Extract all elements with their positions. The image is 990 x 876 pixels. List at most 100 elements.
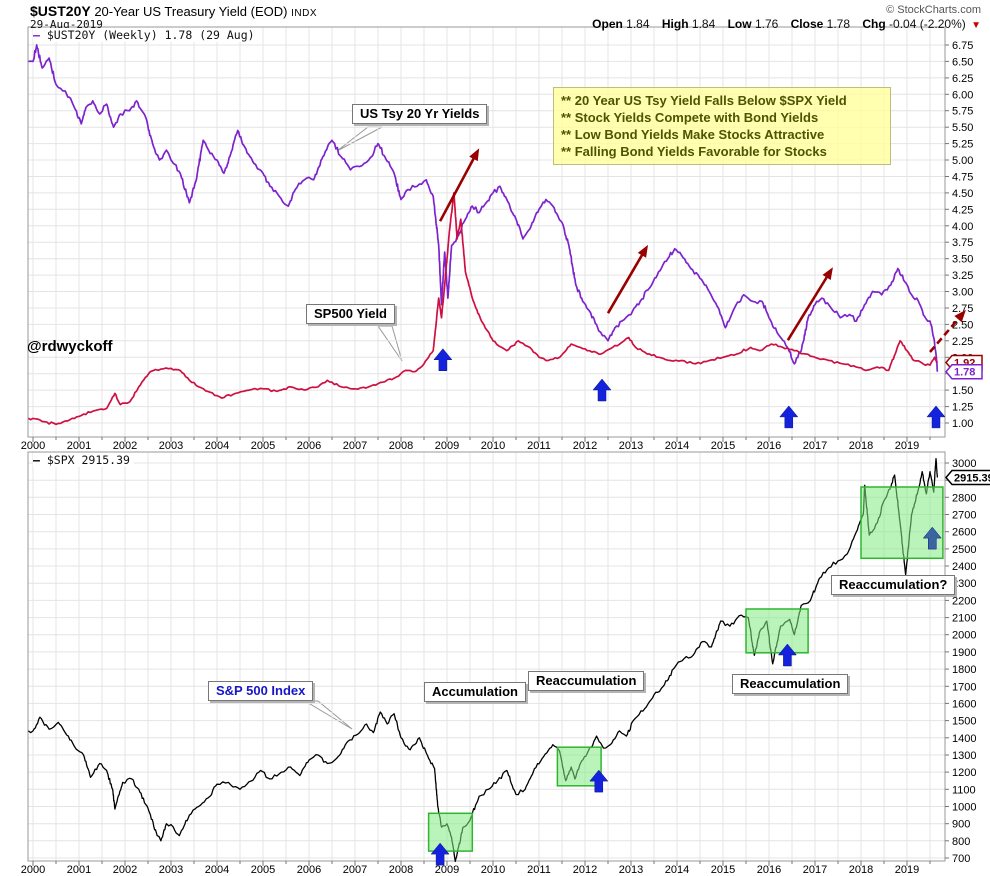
svg-text:2700: 2700 [952,510,976,522]
svg-text:2003: 2003 [159,440,183,452]
svg-text:3.75: 3.75 [952,237,973,249]
svg-text:2013: 2013 [619,440,643,452]
svg-text:2010: 2010 [481,440,505,452]
svg-text:2019: 2019 [895,864,919,876]
svg-text:1100: 1100 [952,784,976,796]
svg-text:1600: 1600 [952,698,976,710]
svg-text:2012: 2012 [573,864,597,876]
svg-text:2002: 2002 [113,440,137,452]
page-title: $UST20Y 20-Year US Treasury Yield (EOD) … [30,3,317,19]
svg-text:2014: 2014 [665,864,689,876]
callout-sp500-yield-label: SP500 Yield [306,304,395,324]
legend-text: $UST20Y (Weekly) 1.78 (29 Aug) [46,28,255,42]
svg-text:6.50: 6.50 [952,56,973,68]
svg-text:2005: 2005 [251,440,275,452]
svg-text:2002: 2002 [113,864,137,876]
top-chart: 6.75 6.50 6.25 6.00 5.75 5.50 5.25 5.00 4.75 4.50… [21,26,983,452]
trend-arrow [438,154,477,222]
callout-tail-sp500-yield [377,325,403,362]
quote-low: Low 1.76 [727,17,779,31]
svg-text:6.00: 6.00 [952,89,973,101]
phase-box [427,812,474,852]
svg-text:3.25: 3.25 [952,270,973,282]
svg-text:1200: 1200 [952,767,976,779]
label-reaccumulation-q: Reaccumulation? [831,575,956,595]
watermark: @rdwyckoff [27,338,113,355]
svg-text:1000: 1000 [952,802,976,814]
svg-text:5.00: 5.00 [952,155,973,167]
svg-text:2017: 2017 [803,864,827,876]
svg-text:1900: 1900 [952,647,976,659]
svg-text:2018: 2018 [849,864,873,876]
svg-text:2011: 2011 [527,864,551,876]
up-arrow-marker [779,405,799,429]
phase-box [745,608,809,654]
svg-text:800: 800 [952,836,970,848]
quote-close: Close 1.78 [790,17,851,31]
svg-text:2009: 2009 [435,440,459,452]
svg-text:6.75: 6.75 [952,40,973,52]
$SPX-line [28,458,939,863]
label-accumulation: Accumulation [424,682,526,702]
svg-text:2800: 2800 [952,492,976,504]
chart-date: 29-Aug-2019 [30,18,103,31]
svg-text:5.25: 5.25 [952,139,973,151]
svg-text:4.75: 4.75 [952,172,973,184]
quote-high: High 1.84 [661,17,716,31]
up-arrow-marker [589,769,609,793]
price-label-text: 1.78 [954,367,975,379]
svg-text:4.00: 4.00 [952,221,973,233]
svg-text:2013: 2013 [619,864,643,876]
legend-dash-icon: — [33,28,40,42]
svg-text:1.25: 1.25 [952,402,973,414]
svg-text:2.50: 2.50 [952,319,973,331]
trend-arrowhead [637,244,649,258]
note-line: ** Falling Bond Yields Favorable for Sto… [561,144,827,159]
price-label-box [945,469,990,486]
up-arrow-marker [922,526,942,550]
bottom-chart: 3000290028002700260025002400230022002100… [21,451,990,876]
svg-text:2016: 2016 [757,864,781,876]
svg-text:2200: 2200 [952,595,976,607]
svg-text:2100: 2100 [952,613,976,625]
legend-ust20y: — $UST20Y (Weekly) 1.78 (29 Aug) [33,28,259,42]
svg-text:2018: 2018 [849,440,873,452]
svg-text:2000: 2000 [21,440,45,452]
change-down-icon: ▼ [971,20,981,31]
price-label-text: 2915.39 [954,473,990,485]
svg-text:2007: 2007 [343,440,367,452]
svg-text:2003: 2003 [159,864,183,876]
svg-text:2600: 2600 [952,527,976,539]
svg-text:3.50: 3.50 [952,254,973,266]
svg-text:2008: 2008 [389,864,413,876]
exchange: INDX [291,8,318,19]
symbol-description: 20-Year US Treasury Yield (EOD) [94,4,288,19]
svg-text:2008: 2008 [389,440,413,452]
up-arrow-marker [777,643,797,667]
svg-text:900: 900 [952,819,970,831]
commentary-note: ** 20 Year US Tsy Yield Falls Below $SPX… [553,87,891,165]
svg-text:4.25: 4.25 [952,204,973,216]
price-label-box [945,363,983,380]
up-arrow-marker [430,842,450,866]
SP500 Yield-line [28,192,939,426]
svg-text:2011: 2011 [527,440,551,452]
svg-text:2400: 2400 [952,561,976,573]
svg-text:2001: 2001 [67,440,91,452]
symbol: $UST20Y [30,3,91,19]
callout-spx-label: S&P 500 Index [208,681,314,701]
copyright: © StockCharts.com [886,4,981,16]
svg-text:2001: 2001 [67,864,91,876]
svg-text:2006: 2006 [297,864,321,876]
svg-text:1800: 1800 [952,664,976,676]
svg-text:2014: 2014 [665,440,689,452]
svg-text:1500: 1500 [952,716,976,728]
label-reaccumulation-1: Reaccumulation [528,671,645,691]
svg-text:2015: 2015 [711,864,735,876]
legend-text: $SPX 2915.39 [46,453,130,467]
svg-text:2009: 2009 [435,864,459,876]
svg-text:2012: 2012 [573,440,597,452]
trend-arrow [786,273,830,341]
